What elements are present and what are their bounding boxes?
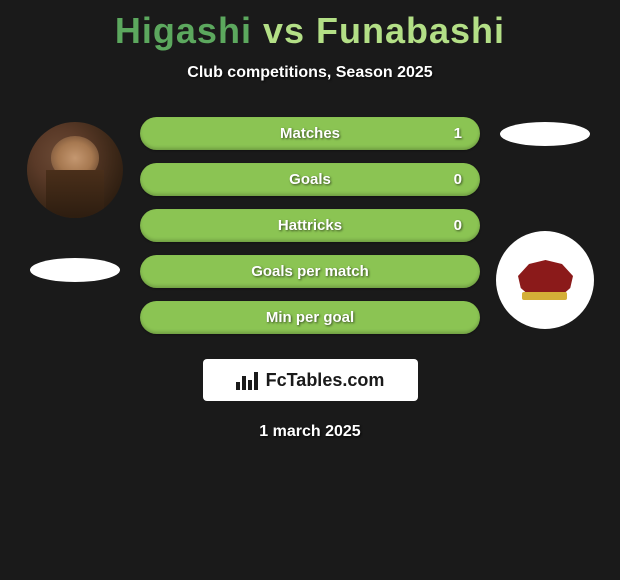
page-title: Higashi vs Funabashi [0,10,620,52]
vs-text: vs [263,10,305,51]
content-row: Matches 1 Goals 0 Hattricks 0 Goals per … [0,117,620,334]
stat-pill-matches: Matches 1 [140,117,480,150]
player2-column [485,117,605,329]
stat-pill-goals-per-match: Goals per match [140,255,480,288]
player2-team-badge [500,122,590,146]
branding-text: FcTables.com [266,370,385,391]
player1-name: Higashi [115,10,252,51]
stat-label: Goals per match [251,263,369,280]
chart-icon [236,370,260,390]
stat-label: Matches [280,125,340,142]
stat-label: Min per goal [266,309,354,326]
player1-column [15,117,135,282]
stat-pill-hattricks: Hattricks 0 [140,209,480,242]
player2-name: Funabashi [316,10,505,51]
player2-avatar [496,231,594,329]
player1-avatar [27,122,123,218]
stat-value-right: 1 [454,125,462,142]
stat-pill-goals: Goals 0 [140,163,480,196]
stat-label: Goals [289,171,331,188]
stat-pill-min-per-goal: Min per goal [140,301,480,334]
stat-value-right: 0 [454,171,462,188]
stat-label: Hattricks [278,217,342,234]
stats-column: Matches 1 Goals 0 Hattricks 0 Goals per … [135,117,485,334]
subtitle: Club competitions, Season 2025 [0,64,620,82]
comparison-card: Higashi vs Funabashi Club competitions, … [0,0,620,451]
player1-team-badge [30,258,120,282]
stat-value-right: 0 [454,217,462,234]
date-text: 1 march 2025 [0,423,620,441]
branding-box[interactable]: FcTables.com [203,359,418,401]
coyote-logo-icon [510,250,580,310]
